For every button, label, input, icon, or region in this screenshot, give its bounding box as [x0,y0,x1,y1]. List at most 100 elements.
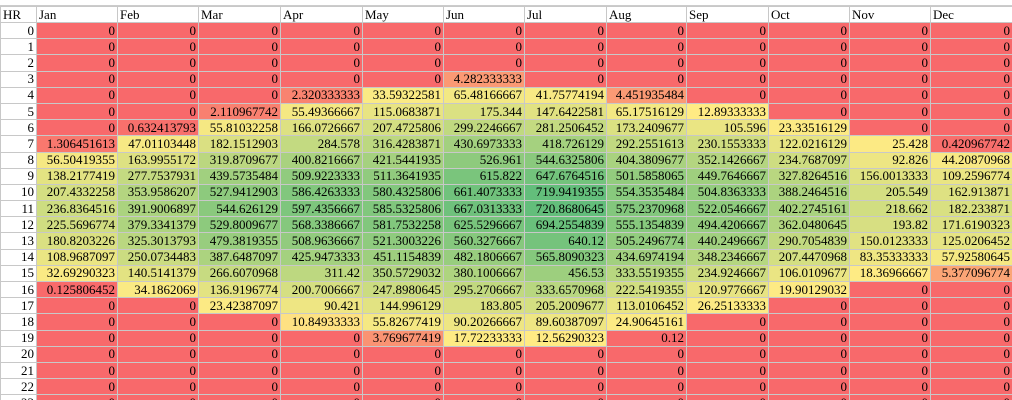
value-cell[interactable]: 34.1862069 [117,280,199,299]
value-cell[interactable]: 0 [36,361,118,380]
value-cell[interactable]: 0 [930,297,1012,315]
value-cell[interactable]: 0 [36,345,118,363]
value-cell[interactable]: 526.961 [443,151,525,169]
hour-cell[interactable]: 2 [0,54,37,72]
value-cell[interactable]: 292.2551613 [606,135,687,153]
value-cell[interactable]: 348.2346667 [686,248,769,266]
value-cell[interactable]: 32.69290323 [36,264,118,283]
value-cell[interactable]: 120.9776667 [686,280,769,299]
value-cell[interactable]: 0 [117,345,199,363]
value-cell[interactable]: 41.75774194 [524,86,607,104]
value-cell[interactable]: 150.0123333 [849,232,931,250]
value-cell[interactable]: 0 [849,313,931,331]
value-cell[interactable]: 0 [198,345,281,363]
value-cell[interactable]: 19.90129032 [768,280,850,299]
hour-cell[interactable]: 17 [0,297,37,315]
value-cell[interactable]: 0 [280,361,363,380]
value-cell[interactable]: 0 [198,21,281,40]
value-cell[interactable]: 17.72233333 [443,329,525,347]
value-cell[interactable]: 0 [524,361,607,380]
value-cell[interactable]: 352.1426667 [686,151,769,169]
value-cell[interactable]: 0 [768,297,850,315]
value-cell[interactable]: 83.35333333 [849,248,931,266]
column-header[interactable]: Sep [686,6,769,23]
value-cell[interactable]: 451.1154839 [362,248,444,266]
value-cell[interactable]: 0 [686,313,769,331]
value-cell[interactable]: 0 [849,102,931,121]
value-cell[interactable]: 0 [606,394,687,400]
value-cell[interactable]: 380.1006667 [443,264,525,283]
value-cell[interactable]: 529.8009677 [198,216,281,234]
value-cell[interactable]: 44.20870968 [930,151,1012,169]
hour-cell[interactable]: 10 [0,183,37,202]
value-cell[interactable]: 667.0313333 [443,200,525,218]
hour-cell[interactable]: 13 [0,232,37,250]
value-cell[interactable]: 615.822 [443,167,525,185]
value-cell[interactable]: 0 [849,297,931,315]
value-cell[interactable]: 0 [36,378,118,396]
value-cell[interactable]: 522.0546667 [686,200,769,218]
value-cell[interactable]: 311.42 [280,264,363,283]
value-cell[interactable]: 0 [930,38,1012,56]
value-cell[interactable]: 266.6070968 [198,264,281,283]
value-cell[interactable]: 144.996129 [362,297,444,315]
value-cell[interactable]: 0 [443,361,525,380]
value-cell[interactable]: 404.3809677 [606,151,687,169]
value-cell[interactable]: 449.7646667 [686,167,769,185]
value-cell[interactable]: 625.5296667 [443,216,525,234]
value-cell[interactable]: 277.7537931 [117,167,199,185]
value-cell[interactable]: 109.2596774 [930,167,1012,185]
value-cell[interactable]: 106.0109677 [768,264,850,283]
value-cell[interactable]: 0.632413793 [117,119,199,137]
value-cell[interactable]: 5.377096774 [930,264,1012,283]
value-cell[interactable]: 0 [930,21,1012,40]
value-cell[interactable]: 0 [36,329,118,347]
value-cell[interactable]: 0 [443,21,525,40]
value-cell[interactable]: 0 [930,329,1012,347]
value-cell[interactable]: 0 [686,38,769,56]
value-cell[interactable]: 581.7532258 [362,216,444,234]
hour-cell[interactable]: 9 [0,167,37,185]
value-cell[interactable]: 1.306451613 [36,135,118,153]
value-cell[interactable]: 0 [849,329,931,347]
value-cell[interactable]: 350.5729032 [362,264,444,283]
value-cell[interactable]: 0 [280,394,363,400]
value-cell[interactable]: 147.6422581 [524,102,607,121]
value-cell[interactable]: 162.913871 [930,183,1012,202]
value-cell[interactable]: 0 [443,38,525,56]
value-cell[interactable]: 575.2370968 [606,200,687,218]
value-cell[interactable]: 0 [362,378,444,396]
value-cell[interactable]: 0 [849,70,931,88]
hour-cell[interactable]: 21 [0,361,37,380]
value-cell[interactable]: 0 [362,21,444,40]
value-cell[interactable]: 0 [930,54,1012,72]
value-cell[interactable]: 0 [280,329,363,347]
value-cell[interactable]: 0 [36,70,118,88]
value-cell[interactable]: 250.0734483 [117,248,199,266]
value-cell[interactable]: 0 [606,21,687,40]
value-cell[interactable]: 0 [117,38,199,56]
value-cell[interactable]: 0 [930,70,1012,88]
value-cell[interactable]: 0 [198,70,281,88]
value-cell[interactable]: 0 [524,394,607,400]
value-cell[interactable]: 47.01103448 [117,135,199,153]
hour-cell[interactable]: 6 [0,119,37,137]
value-cell[interactable]: 105.596 [686,119,769,137]
value-cell[interactable]: 200.7006667 [280,280,363,299]
value-cell[interactable]: 0 [606,361,687,380]
column-header[interactable]: Jul [524,6,607,23]
value-cell[interactable]: 0 [686,394,769,400]
value-cell[interactable]: 421.5441935 [362,151,444,169]
value-cell[interactable]: 0 [686,378,769,396]
value-cell[interactable]: 33.59322581 [362,86,444,104]
value-cell[interactable]: 0 [362,345,444,363]
value-cell[interactable]: 138.2177419 [36,167,118,185]
hour-cell[interactable]: 1 [0,38,37,56]
value-cell[interactable]: 4.282333333 [443,70,525,88]
column-header[interactable]: Jan [36,6,118,23]
hour-cell[interactable]: 12 [0,216,37,234]
hour-cell[interactable]: 22 [0,378,37,396]
value-cell[interactable]: 527.9412903 [198,183,281,202]
value-cell[interactable]: 0 [117,313,199,331]
value-cell[interactable]: 55.49366667 [280,102,363,121]
